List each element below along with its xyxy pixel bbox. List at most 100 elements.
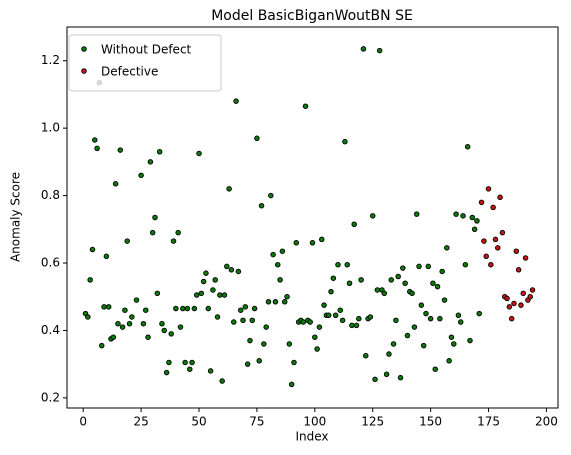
- point: [508, 315, 515, 322]
- point: [154, 290, 161, 297]
- point: [261, 341, 267, 347]
- point: [184, 305, 191, 312]
- point: [383, 371, 390, 378]
- point: [495, 245, 501, 251]
- point: [110, 334, 117, 340]
- chart-title: Model BasicBiganWoutBN SE: [211, 8, 413, 24]
- point: [228, 267, 235, 273]
- point: [309, 240, 316, 246]
- point: [485, 186, 492, 192]
- point: [467, 337, 473, 344]
- x-tick-label: 75: [249, 415, 264, 429]
- point: [124, 238, 130, 244]
- point: [288, 381, 295, 388]
- point: [240, 317, 246, 324]
- point: [413, 211, 420, 217]
- y-tick-label: 0.6: [41, 256, 60, 270]
- point: [325, 312, 332, 319]
- point: [98, 342, 105, 349]
- point: [138, 172, 144, 179]
- point: [446, 358, 452, 364]
- point: [360, 46, 367, 52]
- point: [254, 135, 260, 142]
- point: [520, 290, 527, 297]
- x-tick-label: 0: [79, 415, 87, 429]
- point: [390, 341, 397, 347]
- point: [103, 253, 110, 260]
- point: [244, 361, 251, 367]
- point: [293, 240, 300, 246]
- point: [460, 213, 466, 219]
- point: [437, 315, 443, 322]
- point: [291, 359, 297, 366]
- point: [439, 268, 445, 275]
- point: [263, 324, 269, 330]
- point: [321, 302, 327, 308]
- point: [471, 226, 478, 233]
- point: [455, 312, 462, 319]
- point: [112, 181, 119, 187]
- point: [129, 314, 135, 320]
- point: [207, 368, 214, 374]
- point: [386, 351, 392, 357]
- point: [145, 334, 151, 340]
- point: [212, 277, 218, 283]
- point: [363, 352, 369, 359]
- legend-marker: [81, 46, 87, 52]
- point: [200, 278, 207, 285]
- point: [182, 359, 188, 366]
- point: [353, 322, 360, 329]
- point: [441, 297, 448, 303]
- legend-box: [68, 34, 222, 92]
- point: [469, 214, 476, 221]
- point: [149, 229, 156, 236]
- point: [388, 277, 394, 283]
- point: [356, 315, 362, 322]
- point: [193, 292, 200, 298]
- point: [476, 310, 483, 317]
- point: [117, 147, 124, 153]
- point: [231, 319, 237, 325]
- point: [173, 305, 179, 312]
- point: [481, 238, 487, 244]
- point: [265, 299, 272, 305]
- point: [224, 263, 230, 270]
- x-tick-label: 175: [477, 415, 500, 429]
- point: [101, 304, 107, 310]
- point: [416, 263, 422, 270]
- point: [490, 204, 496, 211]
- point: [427, 315, 434, 322]
- x-tick-label: 25: [133, 415, 148, 429]
- point: [372, 376, 378, 383]
- point: [249, 317, 256, 324]
- point: [339, 317, 346, 324]
- point: [518, 302, 524, 308]
- point: [221, 292, 228, 298]
- point: [115, 320, 121, 327]
- point: [513, 248, 520, 254]
- point: [504, 295, 510, 302]
- point: [189, 359, 195, 366]
- point: [358, 277, 364, 283]
- point: [444, 245, 450, 251]
- point: [404, 332, 411, 339]
- point: [423, 310, 429, 317]
- point: [156, 149, 163, 155]
- point: [506, 304, 513, 310]
- point: [203, 270, 209, 276]
- point: [268, 192, 274, 199]
- point: [168, 331, 174, 337]
- point: [307, 319, 313, 325]
- point: [400, 265, 406, 271]
- point: [474, 218, 480, 224]
- point: [432, 366, 439, 372]
- point: [92, 137, 98, 143]
- point: [314, 346, 320, 352]
- point: [94, 145, 100, 152]
- x-tick-label: 100: [303, 415, 326, 429]
- point: [397, 374, 404, 381]
- point: [411, 324, 418, 330]
- point: [330, 275, 337, 281]
- point: [180, 305, 186, 312]
